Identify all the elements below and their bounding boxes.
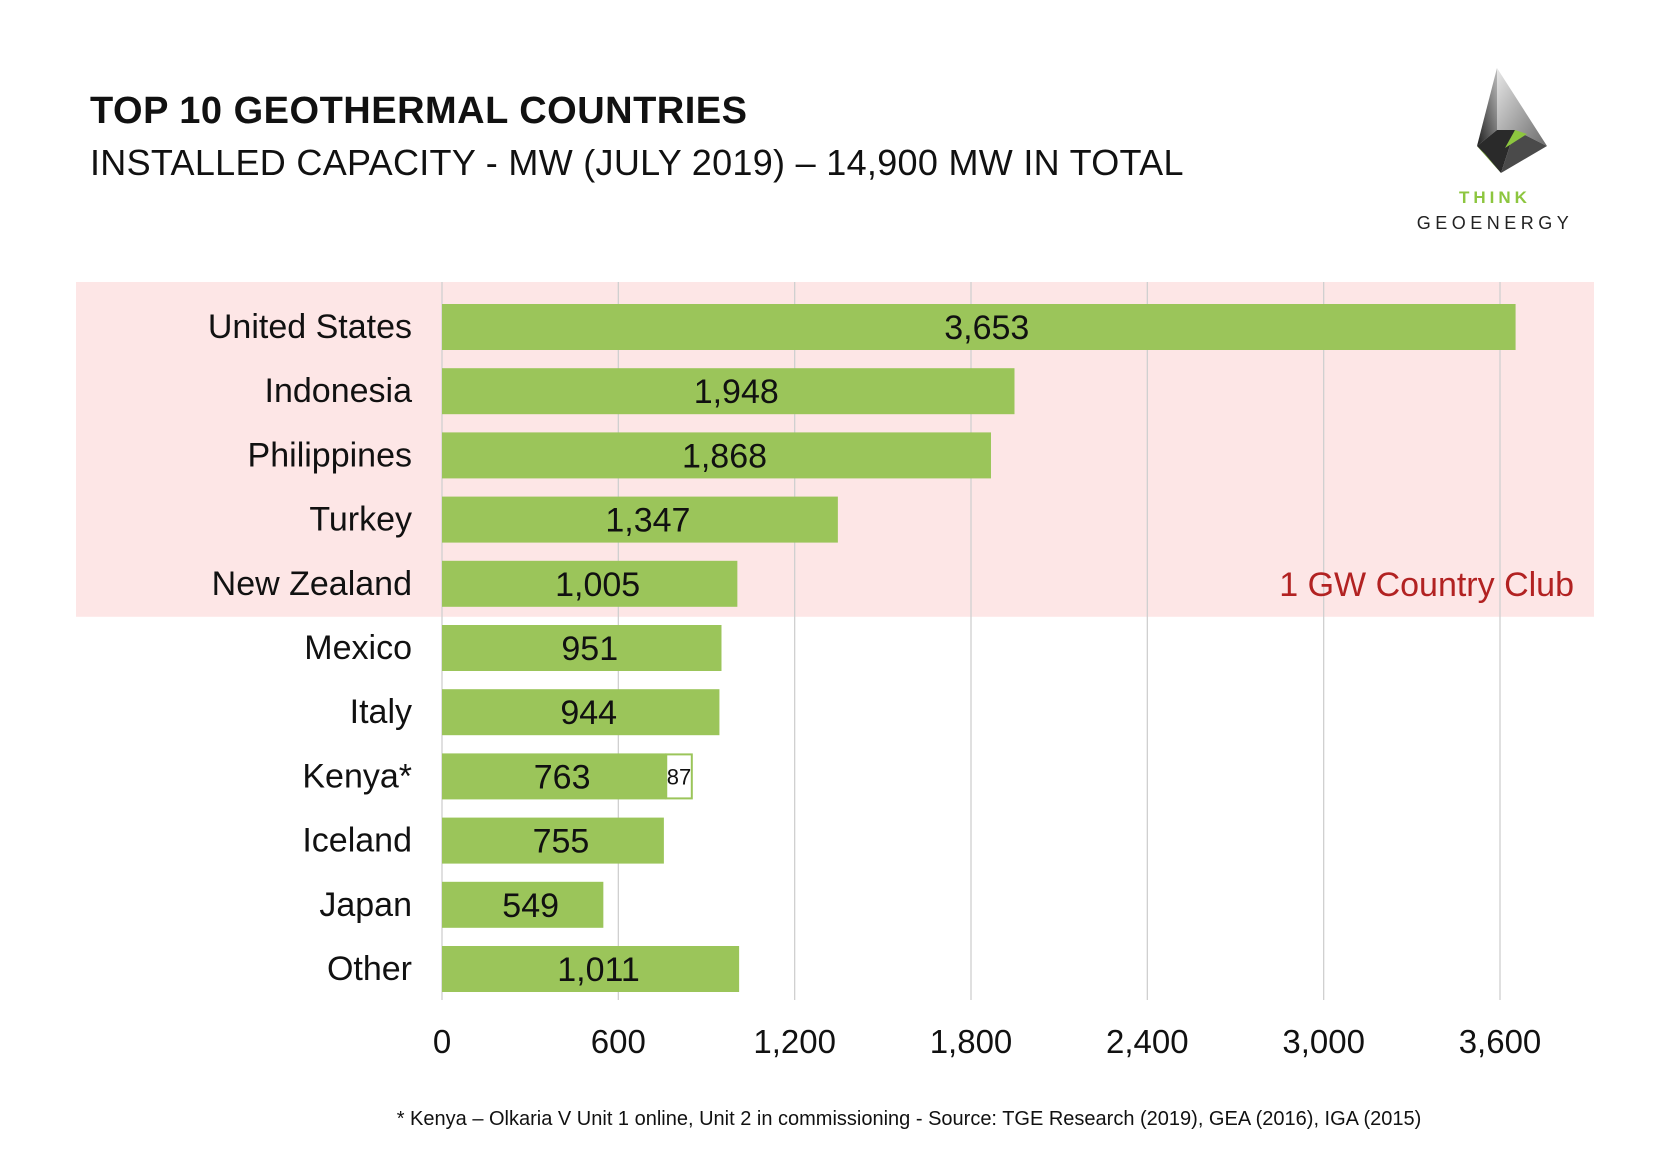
bar: [442, 753, 667, 800]
x-tick-label: 3,600: [1459, 1023, 1542, 1060]
bar-chart: 0 600 1,200 1,800 2,400 3,000 3,600 United Stat…: [76, 282, 1594, 1060]
data-label: 1,948: [694, 373, 779, 411]
data-label: 1,005: [555, 566, 640, 604]
highlight-label: 1 GW Country Club: [1279, 566, 1574, 604]
category-label: Mexico: [304, 629, 412, 667]
bar: [442, 881, 604, 928]
data-label: 3,653: [944, 309, 1029, 347]
category-label: Philippines: [248, 436, 412, 474]
data-label: 1,011: [557, 951, 640, 989]
category-label: United States: [208, 308, 412, 346]
data-label: 944: [560, 694, 617, 732]
bar: [442, 560, 738, 607]
category-label: Turkey: [309, 501, 412, 539]
data-label: 951: [561, 630, 618, 668]
x-tick-label: 2,400: [1106, 1023, 1189, 1060]
think-geoenergy-logo: THINK GEOENERGY: [1400, 68, 1590, 238]
logo-mark-icon: [1477, 68, 1547, 173]
bar: [442, 368, 1015, 415]
x-tick-label: 0: [433, 1023, 451, 1060]
logo-text-think: THINK: [1459, 188, 1531, 207]
logo-text-geoenergy: GEOENERGY: [1416, 213, 1574, 233]
bar: [442, 946, 740, 992]
bar: [442, 432, 991, 479]
category-label: Indonesia: [265, 372, 413, 410]
data-label: 1,868: [682, 437, 767, 475]
footnote: * Kenya – Olkaria V Unit 1 online, Unit …: [396, 1108, 1422, 1130]
data-label: 1,347: [605, 502, 690, 540]
category-label: Italy: [350, 693, 412, 731]
bar: [442, 304, 1516, 350]
bar: [442, 496, 838, 543]
data-label-commissioning: 87: [667, 764, 691, 789]
x-tick-label: 600: [591, 1023, 646, 1060]
bar-segment-commissioning: [665, 753, 693, 800]
x-tick-label: 3,000: [1282, 1023, 1365, 1060]
bar: [442, 625, 722, 671]
category-label: Iceland: [302, 822, 412, 860]
category-label: New Zealand: [212, 565, 412, 603]
bar: [442, 689, 720, 736]
data-label: 763: [534, 758, 591, 796]
chart-subtitle: INSTALLED CAPACITY - MW (JULY 2019) – 14…: [90, 142, 1184, 183]
category-label: Other: [327, 950, 412, 988]
category-label: Japan: [319, 886, 412, 924]
bar: [442, 817, 664, 864]
chart-title: TOP 10 GEOTHERMAL COUNTRIES: [90, 90, 748, 132]
x-tick-label: 1,200: [753, 1023, 836, 1060]
category-label: Kenya*: [302, 757, 412, 795]
x-tick-label: 1,800: [930, 1023, 1013, 1060]
data-label: 755: [533, 823, 590, 861]
data-label: 549: [502, 887, 559, 925]
